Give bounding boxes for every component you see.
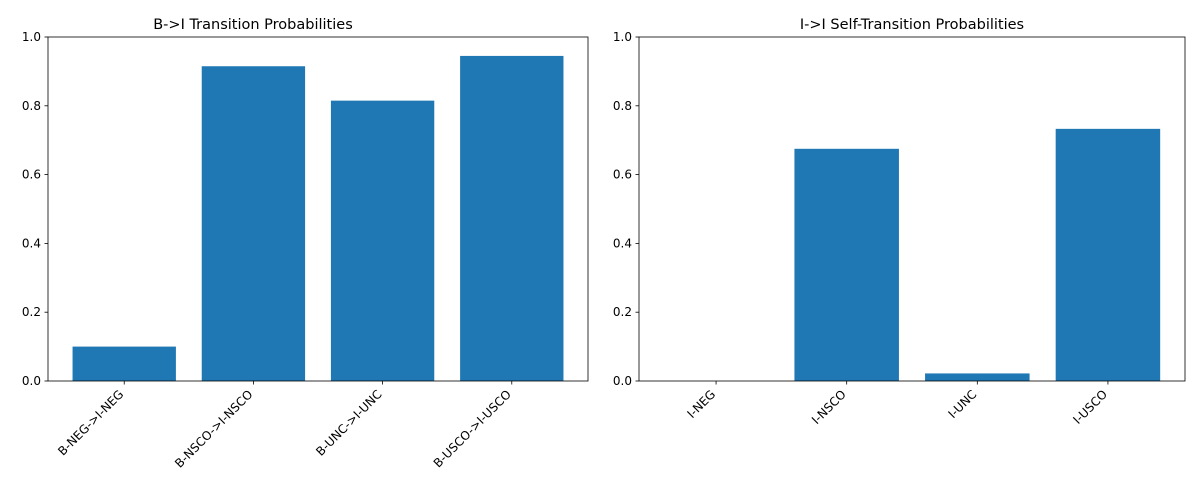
bar <box>460 55 564 382</box>
bar <box>925 373 1030 381</box>
y-tick-label: 0.4 <box>22 236 41 250</box>
y-tick-label: 0.0 <box>613 374 632 388</box>
bar <box>201 66 306 382</box>
bar <box>794 148 899 381</box>
axes-frame <box>638 36 1186 382</box>
y-tick-label: 0.4 <box>613 236 632 250</box>
y-tick-label: 0.2 <box>22 305 41 319</box>
bar <box>1055 128 1161 381</box>
bar <box>72 346 176 381</box>
y-tick-label: 1.0 <box>613 30 632 44</box>
y-tick-label: 1.0 <box>22 30 41 44</box>
y-tick-label: 0.8 <box>613 99 632 113</box>
chart-right: I->I Self-Transition Probabilities 0.0 0.… <box>613 17 1186 427</box>
y-tick-label: 0.0 <box>22 374 41 388</box>
bar <box>330 100 435 381</box>
y-tick-label: 0.2 <box>613 305 632 319</box>
y-tick-label: 0.6 <box>22 168 41 182</box>
axes-frame <box>47 36 589 382</box>
chart-title: I->I Self-Transition Probabilities <box>800 17 1024 33</box>
y-tick-label: 0.8 <box>22 99 41 113</box>
y-tick-label: 0.6 <box>613 168 632 182</box>
chart-title: B->I Transition Probabilities <box>153 17 353 33</box>
